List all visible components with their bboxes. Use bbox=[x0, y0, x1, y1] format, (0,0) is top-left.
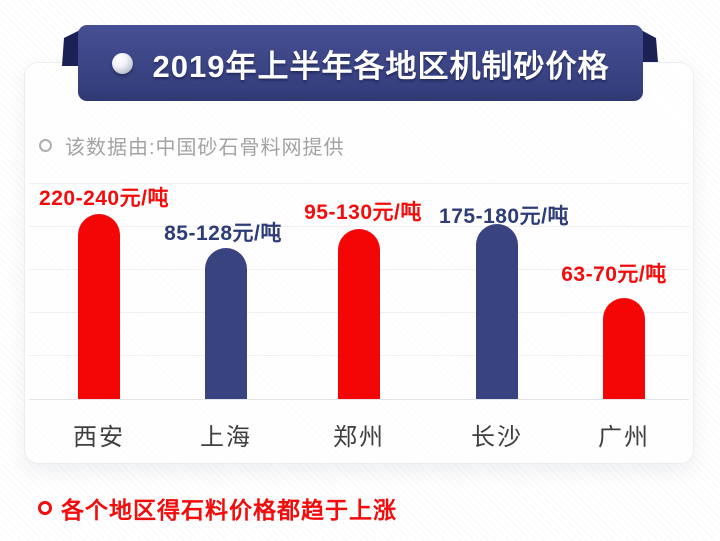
city-label-changsha: 长沙 bbox=[471, 424, 523, 451]
price-label-guangzhou: 63-70元/吨 bbox=[561, 263, 667, 286]
page-title: 2019年上半年各地区机制砂价格 bbox=[152, 48, 610, 84]
footer-note-text: 各个地区得石料价格都趋于上涨 bbox=[61, 497, 397, 523]
bar-zhengzhou bbox=[338, 229, 380, 399]
bar-xian bbox=[78, 214, 120, 399]
price-label-zhengzhou: 95-130元/吨 bbox=[304, 201, 422, 224]
banner-content: 2019年上半年各地区机制砂价格 bbox=[78, 25, 643, 101]
banner-ribbon: 2019年上半年各地区机制砂价格 bbox=[58, 20, 662, 106]
footer-note: 各个地区得石料价格都趋于上涨 bbox=[38, 491, 397, 525]
banner-ribbon-shape bbox=[62, 25, 658, 101]
source-note-text: 该数据由:中国砂石骨料网提供 bbox=[65, 137, 345, 159]
city-label-guangzhou: 广州 bbox=[598, 424, 650, 451]
gridline bbox=[29, 226, 689, 227]
baseline bbox=[29, 399, 689, 400]
price-label-changsha: 175-180元/吨 bbox=[439, 205, 569, 228]
city-label-shanghai: 上海 bbox=[200, 424, 252, 451]
title-bullet-icon bbox=[111, 52, 133, 74]
banner-body bbox=[78, 25, 643, 101]
city-label-zhengzhou: 郑州 bbox=[333, 424, 385, 451]
bar-shanghai bbox=[205, 248, 247, 399]
price-label-xian: 220-240元/吨 bbox=[39, 187, 169, 210]
footer-bullet-icon bbox=[38, 501, 52, 515]
gridline bbox=[29, 183, 689, 184]
source-note: 该数据由:中国砂石骨料网提供 bbox=[39, 131, 345, 160]
chart-card: 220-240元/吨 85-128元/吨 95-130元/吨 175-180元/… bbox=[24, 62, 694, 464]
bar-guangzhou bbox=[603, 298, 645, 399]
source-bullet-icon bbox=[39, 139, 52, 152]
chart-area: 220-240元/吨 85-128元/吨 95-130元/吨 175-180元/… bbox=[25, 63, 693, 463]
price-label-shanghai: 85-128元/吨 bbox=[164, 222, 282, 245]
bar-changsha bbox=[476, 224, 518, 399]
city-label-xian: 西安 bbox=[73, 424, 125, 451]
banner-right-fold bbox=[641, 30, 658, 62]
banner-left-fold bbox=[62, 30, 80, 66]
